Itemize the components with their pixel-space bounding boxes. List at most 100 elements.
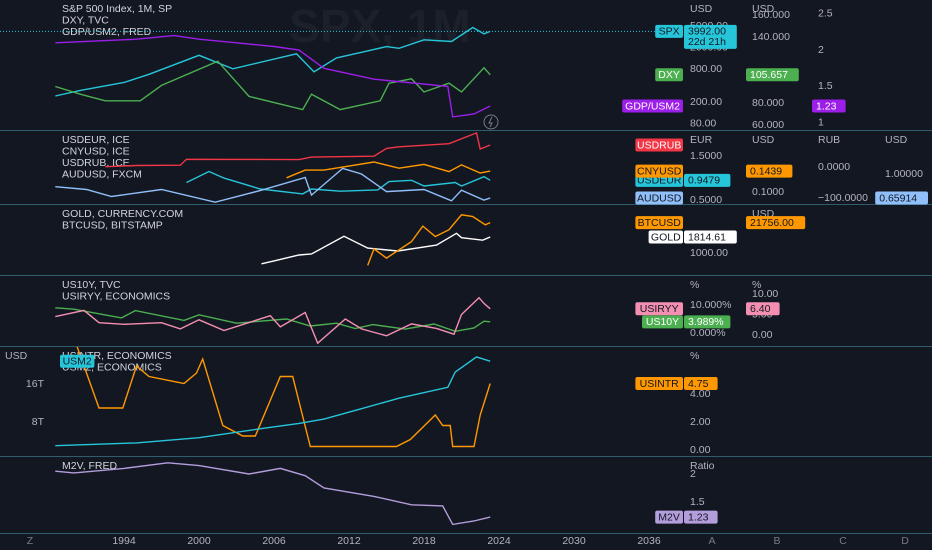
last-value-label: 1.23 bbox=[816, 100, 837, 112]
legend-entry: AUDUSD, FXCM bbox=[62, 168, 142, 180]
last-value-bg bbox=[684, 230, 737, 244]
series-tag-bg bbox=[635, 302, 683, 316]
series-tag-bg bbox=[655, 510, 683, 524]
last-value-bg bbox=[684, 24, 737, 49]
scale-unit: Ratio bbox=[690, 460, 715, 472]
series-tag: USIRYY bbox=[640, 303, 679, 315]
y-tick-label: 10.000% bbox=[690, 299, 731, 311]
scale-button[interactable]: C bbox=[839, 535, 847, 547]
x-tick-label: 2036 bbox=[637, 535, 661, 547]
series-tag-bg bbox=[622, 99, 683, 113]
x-tick-label: 1994 bbox=[112, 535, 136, 547]
series-line bbox=[55, 356, 491, 447]
last-value-bg bbox=[684, 510, 718, 524]
series-line bbox=[55, 462, 491, 526]
y-tick-label: 2 bbox=[818, 44, 824, 56]
y-tick-label: 80.000 bbox=[752, 97, 784, 109]
series-tag-bg bbox=[648, 230, 683, 244]
series-line bbox=[261, 232, 491, 265]
last-value-label: 1814.61 bbox=[688, 231, 726, 243]
y-tick-label: 800.00 bbox=[690, 63, 722, 75]
series-tag: SPX bbox=[659, 26, 680, 38]
last-value-label: 6.40 bbox=[750, 303, 771, 315]
bar-countdown: 22d 21h bbox=[688, 36, 726, 48]
last-value-bg bbox=[875, 191, 928, 205]
series-tag: BTCUSD bbox=[638, 217, 682, 229]
series-tag: USDRUB bbox=[637, 139, 681, 151]
legend-entry: M2V, FRED bbox=[62, 460, 117, 472]
y-tick-label: 140.000 bbox=[752, 31, 790, 43]
y-tick-label: 1 bbox=[818, 117, 824, 129]
scale-button[interactable]: A bbox=[708, 535, 715, 547]
series-tag-bg bbox=[635, 377, 683, 391]
y-tick-label: 0.000% bbox=[690, 327, 726, 339]
series-tag: GOLD bbox=[651, 231, 681, 243]
legend-entry: CNYUSD, ICE bbox=[62, 145, 130, 157]
y-tick-label: −100.0000 bbox=[818, 192, 868, 204]
last-value-label: 0.9479 bbox=[688, 175, 720, 187]
y-tick-label: 0.00 bbox=[690, 444, 711, 456]
scale-button[interactable]: D bbox=[901, 535, 909, 547]
last-value-label: 3.989% bbox=[688, 316, 724, 328]
legend-entry: US10Y, TVC bbox=[62, 279, 121, 291]
y-tick-label: 16T bbox=[26, 378, 45, 390]
y-tick-label: 200.00 bbox=[690, 96, 722, 108]
last-value-bg bbox=[746, 68, 799, 82]
series-line bbox=[367, 214, 491, 266]
y-tick-label: 10.00 bbox=[752, 288, 778, 300]
y-tick-label: 80.00 bbox=[690, 118, 716, 130]
series-tag: US10Y bbox=[646, 316, 679, 328]
series-line bbox=[55, 296, 491, 345]
series-line bbox=[55, 307, 491, 333]
y-tick-label: 1.5 bbox=[818, 80, 833, 92]
y-tick-label: 4.00 bbox=[690, 388, 711, 400]
scale-unit: RUB bbox=[818, 134, 840, 146]
series-line bbox=[55, 60, 491, 111]
series-tag: M2V bbox=[658, 511, 680, 523]
series-tag: DXY bbox=[658, 69, 680, 81]
series-line bbox=[55, 34, 491, 118]
y-tick-label: 0.5000 bbox=[690, 194, 722, 206]
last-value-label: 21756.00 bbox=[750, 217, 794, 229]
series-tag: AUDUSD bbox=[637, 192, 682, 204]
x-tick-label: 2018 bbox=[412, 535, 436, 547]
y-tick-label: 60.000 bbox=[752, 119, 784, 131]
x-tick-label: 2024 bbox=[487, 535, 511, 547]
series-line bbox=[76, 347, 491, 448]
last-value-label: 0.1439 bbox=[750, 165, 782, 177]
y-tick-label: 0.0000 bbox=[818, 161, 850, 173]
series-tag-bg bbox=[655, 24, 683, 38]
scale-unit: % bbox=[752, 279, 761, 291]
legend-entry: USIRYY, ECONOMICS bbox=[62, 290, 170, 302]
scale-unit: % bbox=[690, 279, 699, 291]
y-tick-label: 1.00000 bbox=[885, 168, 923, 180]
y-tick-label: 1.5000 bbox=[690, 150, 722, 162]
y-tick-label: 2.5 bbox=[818, 8, 833, 20]
watermark: SPX, 1M bbox=[289, 0, 471, 52]
series-tag-bg bbox=[655, 68, 683, 82]
last-value-label: 105.657 bbox=[750, 69, 788, 81]
legend-entry: GDP/USM2, FRED bbox=[62, 26, 152, 38]
scale-unit: USD bbox=[5, 350, 28, 362]
last-value-bg bbox=[746, 302, 780, 316]
scale-button[interactable]: B bbox=[773, 535, 780, 547]
series-tag-bg bbox=[60, 354, 95, 368]
scale-unit: EUR bbox=[690, 134, 713, 146]
series-tag-bg bbox=[635, 191, 683, 205]
series-tag-bg bbox=[635, 216, 683, 230]
zoom-button[interactable]: Z bbox=[27, 535, 34, 547]
last-value-label: 4.75 bbox=[688, 378, 709, 390]
legend-entry: S&P 500 Index, 1M, SP bbox=[62, 3, 172, 15]
alert-icon[interactable] bbox=[483, 114, 499, 130]
y-tick-label: 1000.00 bbox=[690, 247, 728, 259]
scale-unit: % bbox=[690, 350, 699, 362]
series-tag: GDP/USM2 bbox=[625, 100, 680, 112]
legend-entry: USDEUR, ICE bbox=[62, 134, 130, 146]
legend-entry: USDRUB, ICE bbox=[62, 157, 130, 169]
scale-unit: USD bbox=[752, 3, 775, 15]
last-value-label: 3992.00 bbox=[688, 26, 726, 38]
last-value-bg bbox=[812, 99, 846, 113]
y-tick-label: 0.00 bbox=[752, 329, 773, 341]
series-line bbox=[105, 131, 491, 168]
x-tick-label: 2000 bbox=[187, 535, 211, 547]
